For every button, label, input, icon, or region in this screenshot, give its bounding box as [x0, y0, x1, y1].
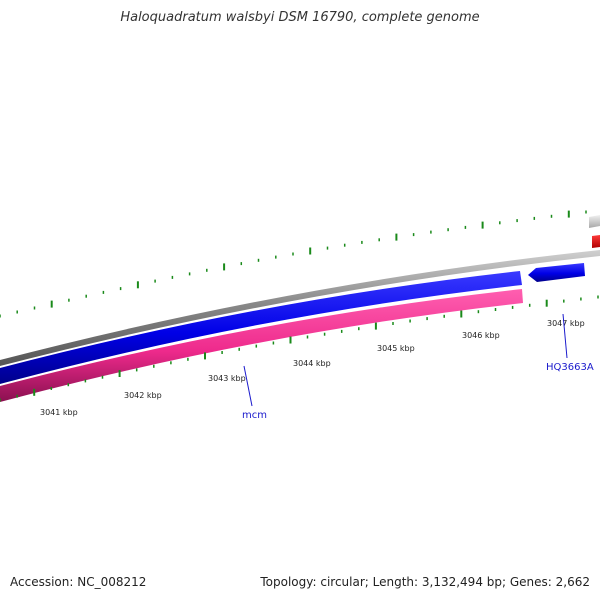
- partial-feature-grey: [589, 215, 600, 228]
- scale-label: 3045 kbp: [377, 344, 415, 353]
- outer-tick-row: [0, 210, 587, 318]
- gene-label-mcm[interactable]: mcm: [242, 410, 267, 421]
- gene-label-leader-HQ3663A: [562, 313, 568, 359]
- gene-label-leader-mcm: [243, 365, 253, 407]
- reverse-gene[interactable]: [0, 289, 523, 402]
- forward-gene-mcm[interactable]: [0, 271, 522, 384]
- scale-label: 3042 kbp: [124, 391, 162, 400]
- gene-label-HQ3663A[interactable]: HQ3663A: [546, 362, 594, 373]
- scale-label: 3043 kbp: [208, 374, 246, 383]
- scale-label: 3041 kbp: [40, 408, 78, 417]
- scale-label: 3047 kbp: [547, 319, 585, 328]
- forward-gene-HQ3663A[interactable]: [528, 263, 585, 282]
- scale-label: 3046 kbp: [462, 331, 500, 340]
- scale-label: 3044 kbp: [293, 359, 331, 368]
- genome-backbone: [0, 250, 600, 366]
- accession-text: Accession: NC_008212: [10, 575, 147, 589]
- partial-feature-red: [592, 235, 600, 248]
- genome-title: Haloquadratum walsbyi DSM 16790, complet…: [120, 10, 480, 25]
- scale-tick-row: [0, 295, 599, 402]
- genome-summary-text: Topology: circular; Length: 3,132,494 bp…: [260, 575, 590, 589]
